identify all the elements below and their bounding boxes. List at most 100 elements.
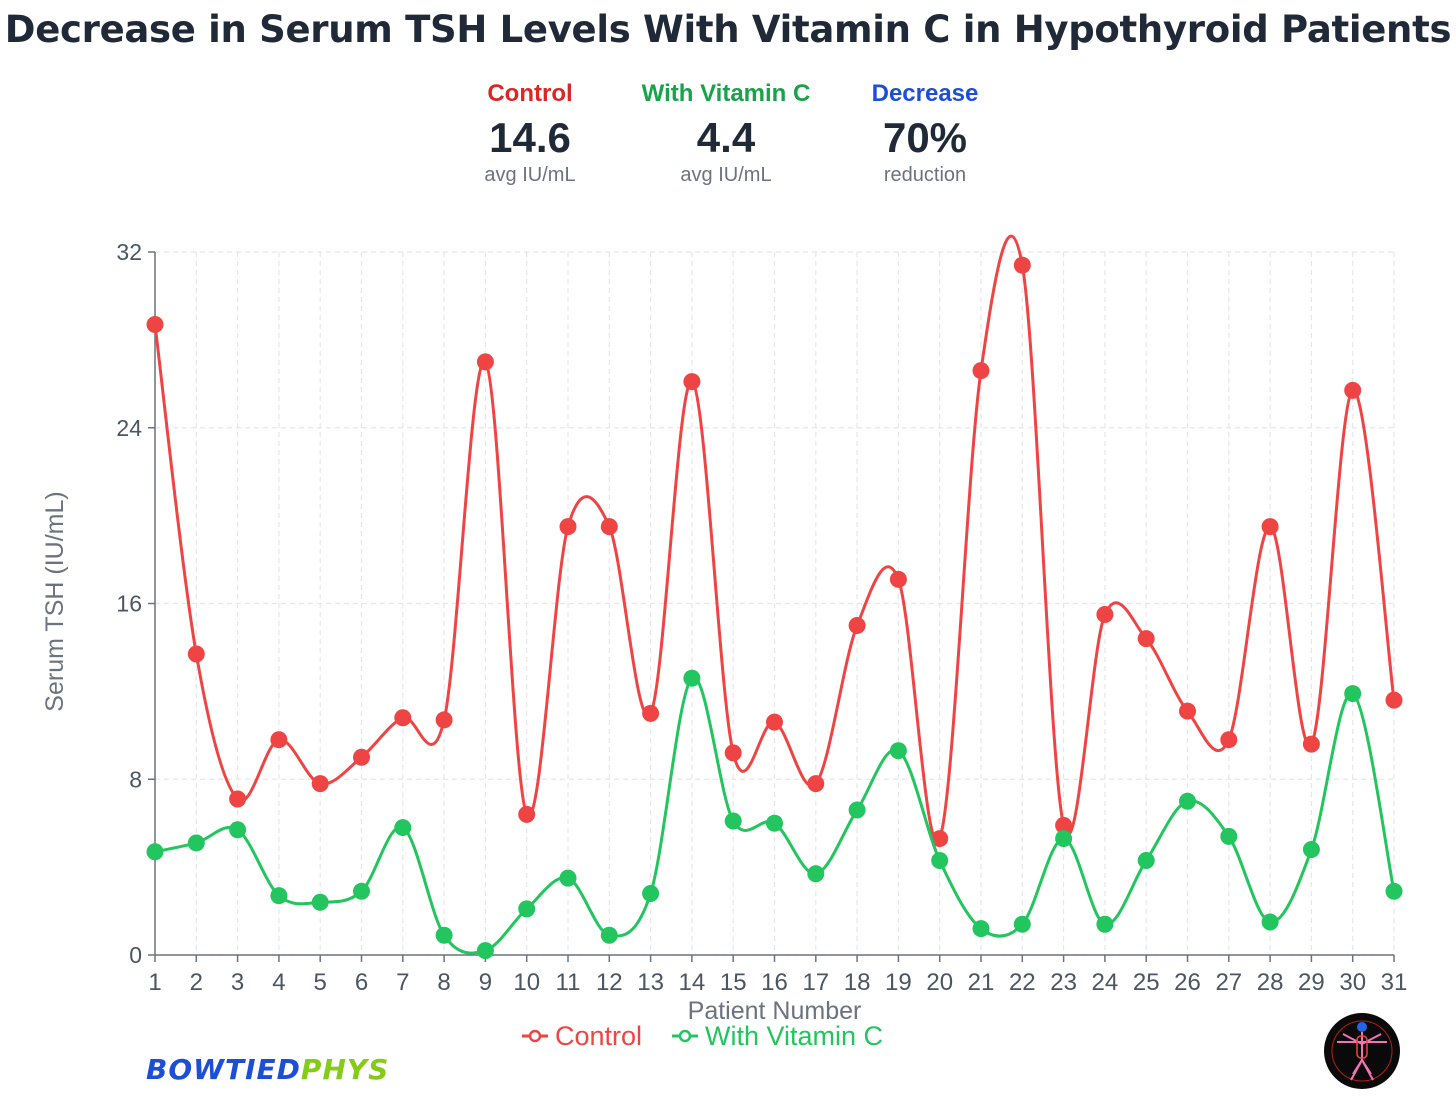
x-tick-label: 16 <box>761 969 788 996</box>
data-point-control <box>146 315 164 333</box>
x-tick-label: 29 <box>1298 969 1325 996</box>
data-point-control <box>600 518 618 536</box>
data-point-control <box>889 570 907 588</box>
data-point-with-vitamin-c <box>1220 827 1238 845</box>
data-point-with-vitamin-c <box>518 900 536 918</box>
x-tick-label: 9 <box>479 969 492 996</box>
stat-control-label: Control <box>487 80 573 107</box>
x-tick-label: 12 <box>596 969 623 996</box>
data-point-control <box>1013 256 1031 274</box>
legend-label-control: Control <box>555 1021 642 1051</box>
data-point-control <box>683 373 701 391</box>
data-point-control <box>311 775 329 793</box>
data-point-control <box>724 744 742 762</box>
data-point-with-vitamin-c <box>187 834 205 852</box>
x-tick-label: 27 <box>1215 969 1242 996</box>
x-tick-label: 22 <box>1009 969 1036 996</box>
data-point-control <box>807 775 825 793</box>
series-line-control <box>153 234 1396 844</box>
x-tick-label: 3 <box>231 969 244 996</box>
data-point-control <box>1055 816 1073 834</box>
data-point-control <box>1137 630 1155 648</box>
x-tick-label: 19 <box>885 969 912 996</box>
data-point-with-vitamin-c <box>848 801 866 819</box>
data-point-with-vitamin-c <box>476 942 494 960</box>
data-point-control <box>1344 381 1362 399</box>
data-point-control <box>1302 735 1320 753</box>
data-point-with-vitamin-c <box>972 920 990 938</box>
data-point-with-vitamin-c <box>683 669 701 687</box>
x-tick-label: 23 <box>1050 969 1077 996</box>
data-point-control <box>187 645 205 663</box>
data-point-control <box>1096 605 1114 623</box>
data-point-control <box>931 830 949 848</box>
brand-part-1: BOWTIED <box>146 1053 301 1086</box>
data-point-with-vitamin-c <box>270 887 288 905</box>
data-point-control <box>435 711 453 729</box>
stat-control: Control 14.6 avg IU/mL <box>410 80 650 187</box>
x-tick-label: 10 <box>513 969 540 996</box>
data-point-with-vitamin-c <box>724 812 742 830</box>
x-tick-label: 15 <box>720 969 747 996</box>
y-tick-label: 24 <box>116 415 142 441</box>
stat-decrease-value: 70% <box>882 114 968 161</box>
data-point-control <box>476 353 494 371</box>
stat-vitamin-c-unit: avg IU/mL <box>680 164 772 186</box>
y-tick-label: 32 <box>116 239 142 265</box>
stat-decrease-unit: reduction <box>883 164 967 186</box>
x-tick-label: 11 <box>556 969 581 996</box>
x-tick-label: 4 <box>272 969 285 996</box>
x-tick-label: 26 <box>1174 969 1201 996</box>
data-point-control <box>270 731 288 749</box>
brand-part-2: PHYS <box>300 1053 390 1086</box>
series-line-with-vitamin-c <box>154 676 1396 955</box>
data-point-with-vitamin-c <box>642 884 660 902</box>
data-point-control <box>353 748 370 766</box>
x-tick-label: 30 <box>1339 969 1366 996</box>
data-point-with-vitamin-c <box>1302 841 1320 859</box>
data-point-with-vitamin-c <box>353 882 370 900</box>
data-point-with-vitamin-c <box>1096 915 1114 933</box>
brand-logo-text: BOWTIEDPHYS <box>146 1053 389 1086</box>
x-tick-label: 6 <box>355 969 368 996</box>
stat-decrease-label: Decrease <box>871 80 979 107</box>
data-point-with-vitamin-c <box>1137 852 1155 870</box>
data-point-with-vitamin-c <box>311 893 329 911</box>
stat-vitamin-c-label: With Vitamin C <box>641 80 811 107</box>
data-point-with-vitamin-c <box>766 814 783 832</box>
data-point-with-vitamin-c <box>1344 685 1362 703</box>
data-point-with-vitamin-c <box>435 926 453 944</box>
stat-decrease: Decrease 70% reduction <box>805 80 1045 187</box>
data-point-with-vitamin-c <box>1385 882 1403 900</box>
data-point-with-vitamin-c <box>1055 830 1073 848</box>
legend-marker-control <box>528 1029 542 1043</box>
data-point-control <box>972 362 990 380</box>
chart-title: Decrease in Serum TSH Levels With Vitami… <box>4 8 1452 51</box>
data-point-control <box>394 709 412 727</box>
data-point-with-vitamin-c <box>1179 792 1196 810</box>
data-point-with-vitamin-c <box>1261 913 1279 931</box>
x-tick-label: 2 <box>190 969 203 996</box>
x-axis-label: Patient Number <box>688 997 862 1025</box>
data-point-control <box>1179 702 1196 720</box>
data-point-control <box>1220 731 1238 749</box>
data-point-with-vitamin-c <box>229 821 247 839</box>
data-point-control <box>848 616 866 634</box>
x-tick-label: 8 <box>437 969 450 996</box>
data-point-with-vitamin-c <box>394 819 412 837</box>
data-point-with-vitamin-c <box>1013 915 1031 933</box>
x-tick-label: 17 <box>802 969 829 996</box>
x-tick-label: 5 <box>314 969 327 996</box>
x-tick-label: 25 <box>1133 969 1160 996</box>
x-tick-label: 1 <box>148 969 161 996</box>
x-tick-label: 31 <box>1381 969 1408 996</box>
data-point-control <box>518 805 536 823</box>
data-point-with-vitamin-c <box>600 926 618 944</box>
data-point-with-vitamin-c <box>889 742 907 760</box>
y-tick-label: 0 <box>129 942 142 968</box>
x-tick-label: 7 <box>396 969 409 996</box>
stat-vitamin-c-value: 4.4 <box>696 114 756 161</box>
data-point-with-vitamin-c <box>146 843 164 861</box>
stat-control-unit: avg IU/mL <box>484 164 576 186</box>
